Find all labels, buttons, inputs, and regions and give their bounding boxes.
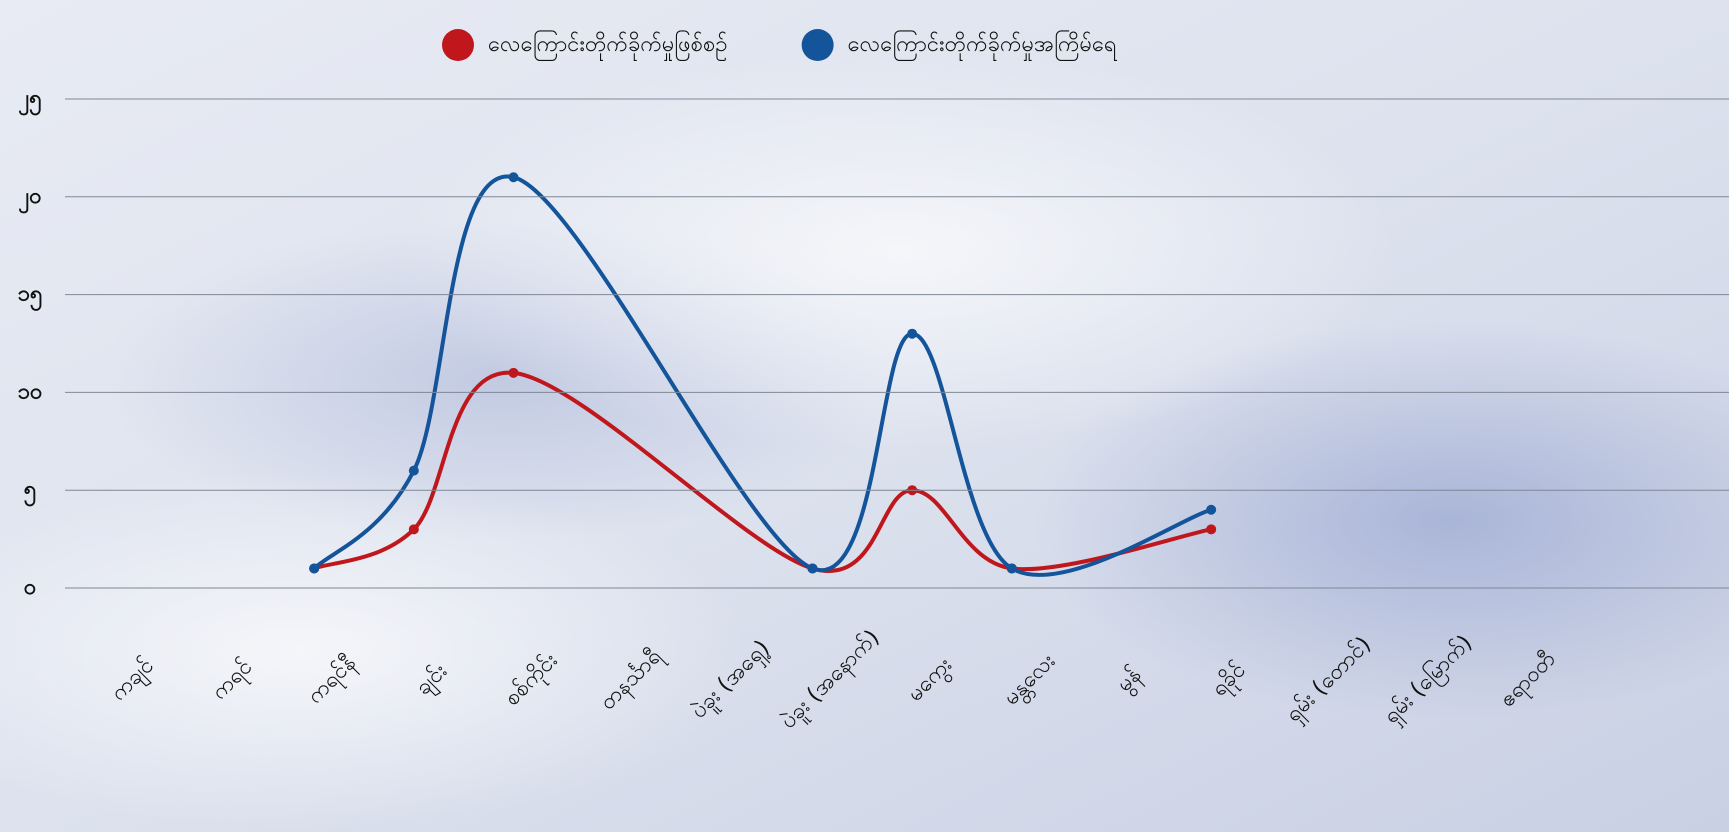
- y-tick-label: ၁၀: [18, 379, 43, 404]
- cloud: [400, 50, 1400, 450]
- data-point: [409, 466, 419, 476]
- data-point: [409, 524, 419, 534]
- data-point: [1206, 524, 1216, 534]
- legend-marker: [802, 29, 834, 61]
- legend-marker: [442, 29, 474, 61]
- data-point: [1206, 505, 1216, 515]
- data-point: [1007, 563, 1017, 573]
- legend-label: လေကြောင်းတိုက်ခိုက်မှုဖြစ်စဉ်: [488, 30, 728, 61]
- data-point: [808, 563, 818, 573]
- y-tick-label: ၀: [24, 575, 36, 600]
- data-point: [907, 329, 917, 339]
- data-point: [509, 172, 519, 182]
- legend-label: လေကြောင်းတိုက်ခိုက်မှုအကြိမ်ရေ: [848, 30, 1117, 61]
- data-point: [509, 368, 519, 378]
- chart: ၀၅၁၀၁၅၂၀၂၅ကချင်ကရင်ကရင်နီချင်းစစ်ကိုင်းတ…: [0, 0, 1729, 832]
- data-point: [309, 563, 319, 573]
